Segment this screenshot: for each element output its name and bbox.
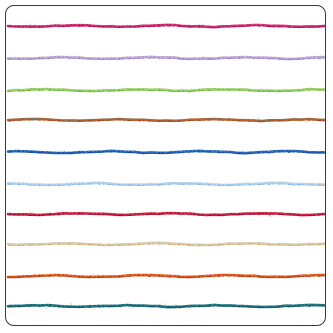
- yarn-strand-magenta: [6, 23, 325, 29]
- yarn-strand-cream-tweed: [6, 241, 325, 248]
- yarn-strand-orange-red: [6, 273, 325, 279]
- yarn-strand-lime-green: [6, 87, 325, 93]
- yarn-strands-illustration: [6, 23, 325, 309]
- yarn-strand-pale-sky: [6, 181, 325, 187]
- yarn-strand-copper-mix: [6, 117, 325, 123]
- yarn-strand-teal: [6, 303, 325, 309]
- yarn-strand-crimson: [6, 210, 325, 217]
- yarn-swatch-card: [5, 5, 326, 326]
- yarn-strand-lilac: [6, 55, 325, 61]
- yarn-strand-royal-blue: [6, 149, 325, 155]
